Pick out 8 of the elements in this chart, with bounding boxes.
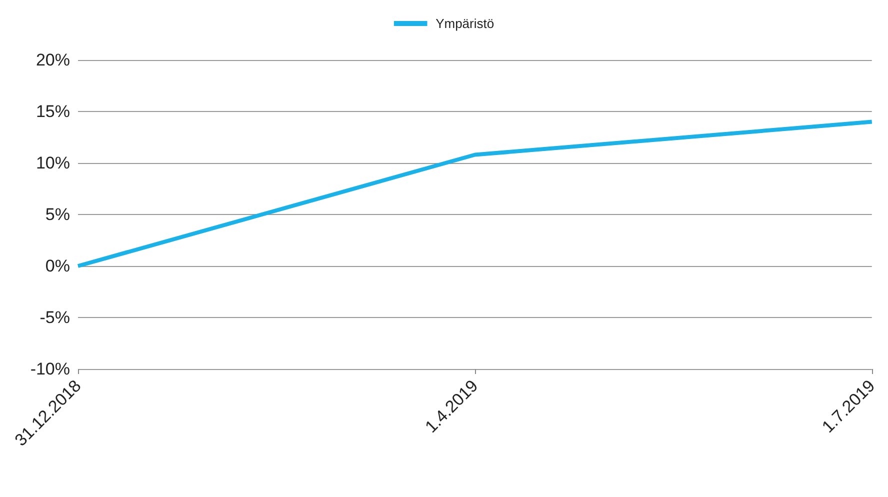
y-tick-label: 15%: [36, 102, 70, 121]
y-tick-label: -5%: [40, 308, 70, 327]
y-tick-label: 20%: [36, 50, 70, 70]
y-tick-label: 10%: [36, 154, 70, 172]
y-tick-label: -10%: [30, 360, 70, 378]
y-tick-label: 0%: [45, 256, 70, 276]
legend-label: Ympäristö: [436, 16, 494, 31]
y-tick-label: 5%: [45, 205, 70, 224]
